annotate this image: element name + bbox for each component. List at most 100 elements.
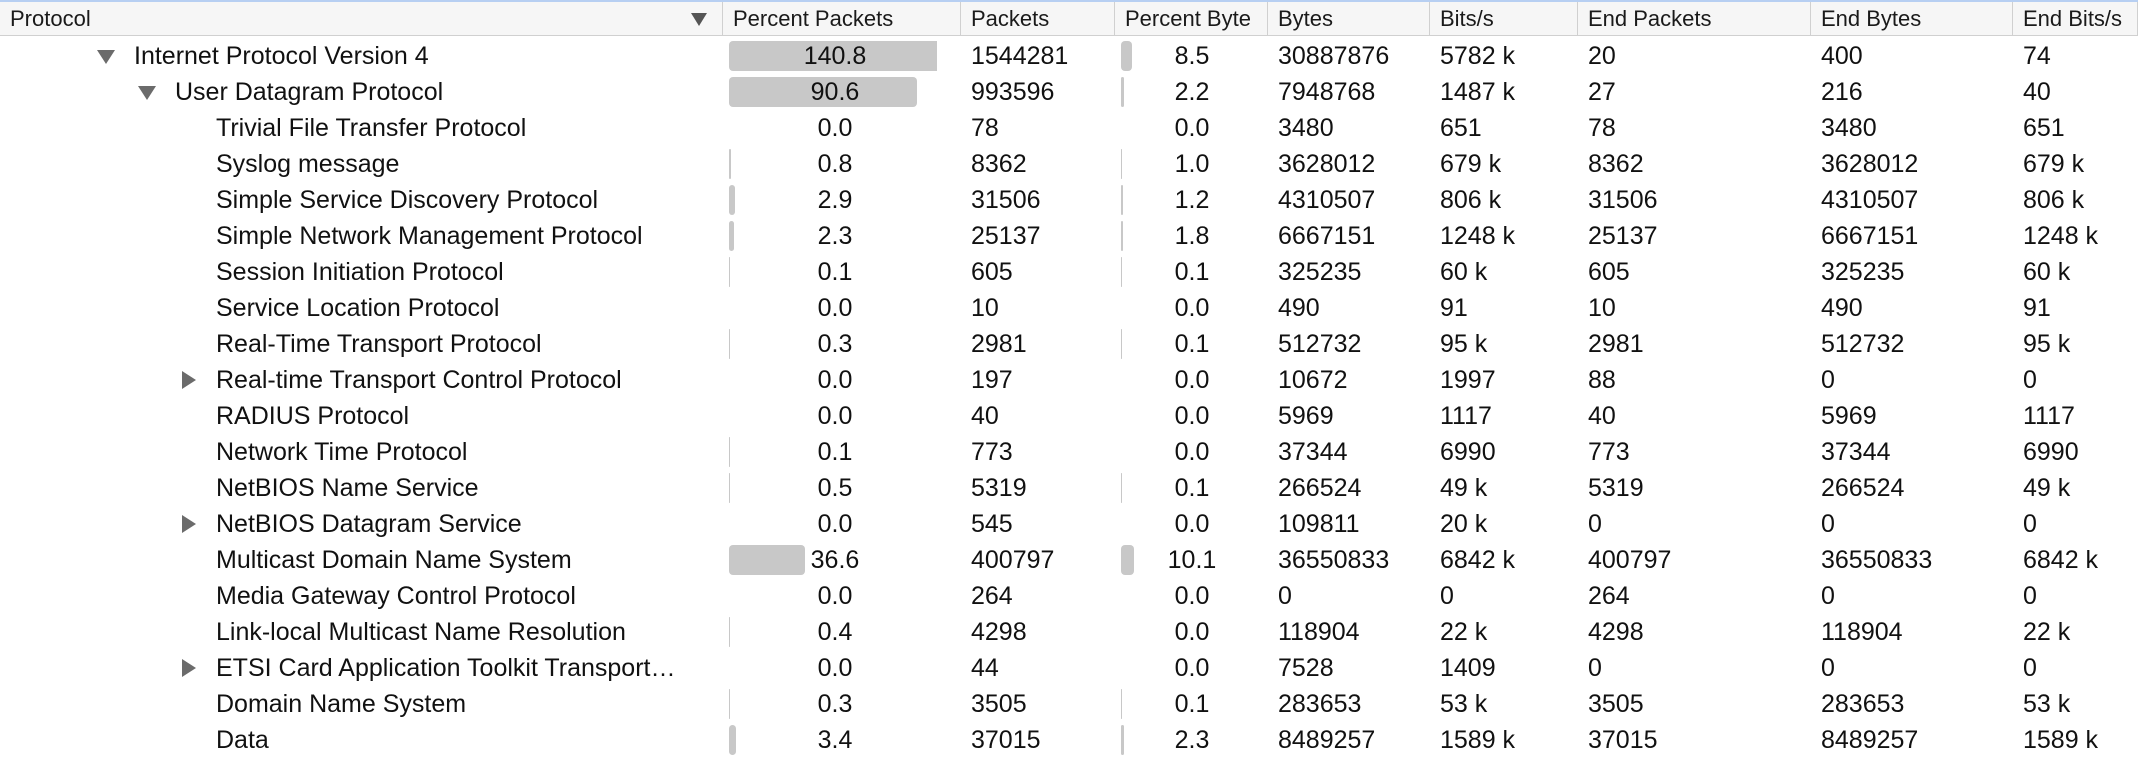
protocol-name: Real-time Transport Control Protocol bbox=[216, 366, 622, 394]
column-header[interactable]: Packets bbox=[961, 2, 1115, 36]
cell-text: 10 bbox=[971, 294, 999, 322]
cell-text: 266524 bbox=[1278, 474, 1362, 502]
percent-bar-track bbox=[729, 221, 937, 251]
cell-text: 3.4 bbox=[817, 726, 853, 754]
percent-bar bbox=[729, 221, 734, 251]
cell-text: 140.8 bbox=[803, 42, 867, 70]
protocol-name: Multicast Domain Name System bbox=[216, 546, 572, 574]
cell-text: 0.0 bbox=[1174, 438, 1210, 466]
cell-text: 90.6 bbox=[810, 78, 860, 106]
column-header[interactable]: Percent Byte bbox=[1115, 2, 1268, 36]
table-row[interactable]: Domain Name System 0.3 3505 0.1 283653 53 k 35… bbox=[0, 686, 2138, 722]
cell-text: 3628012 bbox=[1821, 150, 1919, 178]
cell-text: 31506 bbox=[971, 186, 1041, 214]
expand-toggle[interactable] bbox=[182, 659, 196, 677]
cell-text: 8362 bbox=[1588, 150, 1644, 178]
protocol-name: Data bbox=[216, 726, 269, 754]
cell-text: 6842 k bbox=[1440, 546, 1516, 574]
cell-text: 400797 bbox=[971, 546, 1055, 574]
table-row[interactable]: Service Location Protocol 0.0 10 0.0 490 91 10… bbox=[0, 290, 2138, 326]
table-row[interactable]: Simple Network Management Protocol 2.3 251… bbox=[0, 218, 2138, 254]
column-header[interactable]: Percent Packets bbox=[723, 2, 961, 36]
cell-text: 40 bbox=[2023, 78, 2051, 106]
cell-text: 545 bbox=[971, 510, 1013, 538]
table-row[interactable]: Network Time Protocol 0.1 773 0.0 37344 6990 7… bbox=[0, 434, 2138, 470]
percent-bar-track bbox=[1121, 149, 1249, 179]
percent-bar-track bbox=[729, 437, 937, 467]
table-row[interactable]: Multicast Domain Name System 36.6 400797 10… bbox=[0, 542, 2138, 578]
table-row[interactable]: Link-local Multicast Name Resolution 0.4 4… bbox=[0, 614, 2138, 650]
percent-bar bbox=[729, 617, 730, 647]
table-row[interactable]: Simple Service Discovery Protocol 2.9 3150… bbox=[0, 182, 2138, 218]
column-header[interactable]: Bytes bbox=[1268, 2, 1430, 36]
percent-bar-track bbox=[729, 473, 937, 503]
table-row[interactable]: ETSI Card Application Toolkit Transport…… bbox=[0, 650, 2138, 686]
protocol-name: Real-Time Transport Protocol bbox=[216, 330, 542, 358]
cell-text: 400 bbox=[1821, 42, 1863, 70]
table-row[interactable]: Real-time Transport Control Protocol 0.0 1… bbox=[0, 362, 2138, 398]
expand-toggle[interactable] bbox=[138, 86, 156, 100]
cell-text: 37015 bbox=[971, 726, 1041, 754]
percent-bar bbox=[729, 77, 918, 107]
protocol-name: RADIUS Protocol bbox=[216, 402, 410, 430]
cell-text: 5782 k bbox=[1440, 42, 1516, 70]
percent-bar bbox=[729, 545, 806, 575]
protocol-name: Service Location Protocol bbox=[216, 294, 500, 322]
percent-bar-track bbox=[729, 545, 937, 575]
percent-bar bbox=[729, 185, 736, 215]
cell-text: 7948768 bbox=[1278, 78, 1376, 106]
cell-text: 0.4 bbox=[817, 618, 853, 646]
cell-text: 3505 bbox=[971, 690, 1027, 718]
cell-text: 651 bbox=[1440, 114, 1482, 142]
cell-text: 325235 bbox=[1821, 258, 1905, 286]
protocol-name: Domain Name System bbox=[216, 690, 467, 718]
table-row[interactable]: RADIUS Protocol 0.0 40 0.0 5969 1117 40 5969 111… bbox=[0, 398, 2138, 434]
cell-text: 37015 bbox=[1588, 726, 1658, 754]
table-row[interactable]: Syslog message 0.8 8362 1.0 3628012 679 k 8362… bbox=[0, 146, 2138, 182]
cell-text: 0.0 bbox=[1174, 402, 1210, 430]
cell-text: 109811 bbox=[1278, 510, 1360, 538]
percent-bar-track bbox=[729, 77, 937, 107]
cell-text: 0.0 bbox=[817, 510, 853, 538]
table-row[interactable]: User Datagram Protocol 90.6 993596 2.2 79487… bbox=[0, 74, 2138, 110]
table-row[interactable]: Internet Protocol Version 4 140.8 1544281 8… bbox=[0, 38, 2138, 74]
column-header[interactable]: Bits/s bbox=[1430, 2, 1578, 36]
cell-text: 5969 bbox=[1821, 402, 1877, 430]
cell-text: 0.0 bbox=[1174, 366, 1210, 394]
cell-text: 20 k bbox=[1440, 510, 1488, 538]
column-header[interactable]: End Bytes bbox=[1811, 2, 2013, 36]
column-header[interactable]: Protocol bbox=[0, 2, 723, 36]
table-row[interactable]: Real-Time Transport Protocol 0.3 2981 0.1 51… bbox=[0, 326, 2138, 362]
table-row[interactable]: Media Gateway Control Protocol 0.0 264 0.0 0… bbox=[0, 578, 2138, 614]
expand-toggle[interactable] bbox=[182, 515, 196, 533]
cell-text: 0.0 bbox=[1174, 114, 1210, 142]
protocol-name: Simple Service Discovery Protocol bbox=[216, 186, 599, 214]
cell-text: 0.0 bbox=[1174, 618, 1210, 646]
expand-toggle[interactable] bbox=[97, 50, 115, 64]
table-row[interactable]: Data 3.4 37015 2.3 8489257 1589 k 37015 8489257… bbox=[0, 722, 2138, 758]
column-header[interactable]: End Bits/s bbox=[2013, 2, 2138, 36]
cell-text: 1248 k bbox=[1440, 222, 1516, 250]
table-row[interactable]: Session Initiation Protocol 0.1 605 0.1 3252… bbox=[0, 254, 2138, 290]
protocol-name: User Datagram Protocol bbox=[175, 78, 444, 106]
percent-bar-track bbox=[729, 149, 937, 179]
cell-text: 1248 k bbox=[2023, 222, 2099, 250]
column-header[interactable]: End Packets bbox=[1578, 2, 1811, 36]
table-row[interactable]: NetBIOS Name Service 0.5 5319 0.1 266524 49 k… bbox=[0, 470, 2138, 506]
cell-text: 78 bbox=[971, 114, 999, 142]
percent-bar-track bbox=[729, 617, 937, 647]
cell-text: 1487 k bbox=[1440, 78, 1516, 106]
table-row[interactable]: NetBIOS Datagram Service 0.0 545 0.0 109811 2… bbox=[0, 506, 2138, 542]
protocol-name: Trivial File Transfer Protocol bbox=[216, 114, 527, 142]
cell-text: 95 k bbox=[1440, 330, 1488, 358]
cell-text: 0 bbox=[2023, 654, 2037, 682]
cell-text: 6667151 bbox=[1821, 222, 1919, 250]
cell-text: 36550833 bbox=[1278, 546, 1390, 574]
cell-text: 1409 bbox=[1440, 654, 1496, 682]
sort-indicator bbox=[691, 13, 707, 26]
cell-text: 993596 bbox=[971, 78, 1055, 106]
cell-text: 36550833 bbox=[1821, 546, 1933, 574]
cell-text: 0.3 bbox=[817, 690, 853, 718]
table-row[interactable]: Trivial File Transfer Protocol 0.0 78 0.0 34… bbox=[0, 110, 2138, 146]
expand-toggle[interactable] bbox=[182, 371, 196, 389]
